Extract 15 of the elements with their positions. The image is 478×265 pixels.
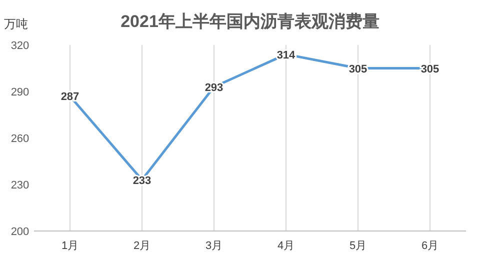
x-tick-label: 3月	[205, 240, 223, 252]
x-tick-label: 1月	[61, 240, 79, 252]
x-tick-label: 5月	[349, 240, 367, 252]
x-tick-label: 6月	[421, 240, 439, 252]
y-tick-label: 200	[10, 226, 30, 238]
data-label: 305	[420, 63, 440, 76]
y-tick-label: 320	[10, 40, 30, 52]
y-tick-label: 260	[10, 133, 30, 145]
y-axis-title: 万吨	[4, 17, 28, 31]
chart-title: 2021年上半年国内沥青表观消费量	[120, 12, 380, 31]
y-tick-label: 290	[10, 86, 30, 98]
x-tick-label: 2月	[133, 240, 151, 252]
data-label: 233	[132, 174, 152, 187]
y-tick-label: 230	[10, 180, 30, 192]
x-tick-label: 4月	[277, 240, 295, 252]
